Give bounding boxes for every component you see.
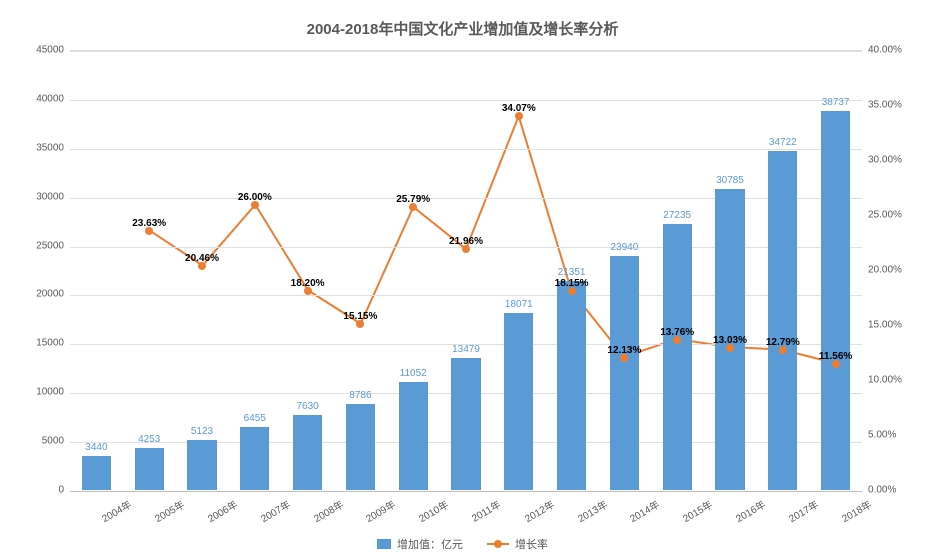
y-left-tick: 35000 [0, 142, 64, 153]
x-tick-label: 2009年 [363, 496, 398, 525]
line-value-label: 11.56% [819, 351, 852, 362]
bar-value-label: 18071 [505, 299, 533, 310]
line-value-label: 23.63% [132, 218, 166, 229]
bar [240, 427, 269, 490]
y-left-tick: 40000 [0, 93, 64, 104]
x-tick-label: 2018年 [838, 496, 873, 525]
line-value-label: 12.13% [607, 344, 641, 355]
y-left-tick: 15000 [0, 338, 64, 349]
bar [504, 313, 533, 490]
y-left-tick: 30000 [0, 191, 64, 202]
x-tick-label: 2004年 [99, 496, 134, 525]
bar-value-label: 30785 [716, 175, 744, 186]
bar [610, 256, 639, 490]
y-right-tick: 20.00% [868, 265, 902, 276]
chart-container: 2004-2018年中国文化产业增加值及增长率分析 3440 4253 5123 64… [0, 0, 925, 558]
legend-item-bar: 增加值：亿元 [377, 536, 463, 552]
y-right-tick: 0.00% [868, 485, 896, 496]
line-value-label: 25.79% [396, 194, 430, 205]
bar-value-label: 23940 [610, 242, 638, 253]
x-tick-label: 2015年 [680, 496, 715, 525]
bar [135, 448, 164, 490]
line-value-label: 34.07% [502, 103, 536, 114]
bar-value-label: 27235 [663, 210, 691, 221]
y-left-tick: 45000 [0, 45, 64, 56]
legend-swatch-line [487, 543, 509, 545]
line-value-label: 26.00% [238, 192, 272, 203]
bar [821, 111, 850, 490]
y-left-tick: 25000 [0, 240, 64, 251]
y-left-tick: 0 [0, 485, 64, 496]
legend-label-bar: 增加值：亿元 [397, 536, 463, 552]
x-tick-label: 2008年 [310, 496, 345, 525]
x-tick-label: 2011年 [468, 496, 503, 525]
legend-label-line: 增长率 [515, 536, 548, 552]
bar [187, 440, 216, 490]
y-right-tick: 25.00% [868, 210, 902, 221]
x-tick-label: 2005年 [152, 496, 187, 525]
bar-value-label: 4253 [138, 434, 160, 445]
line-value-label: 18.15% [555, 278, 589, 289]
legend: 增加值：亿元 增长率 [0, 536, 925, 552]
plot-area: 3440 4253 5123 6455 7630 8786 11052 13479 18071 2… [70, 50, 862, 490]
x-tick-label: 2016年 [732, 496, 767, 525]
bar-value-label: 38737 [822, 97, 850, 108]
bar [82, 456, 111, 490]
y-right-tick: 35.00% [868, 100, 902, 111]
x-tick-label: 2006年 [204, 496, 239, 525]
bar [451, 358, 480, 490]
bar [399, 382, 428, 490]
y-right-tick: 40.00% [868, 45, 902, 56]
bar [768, 151, 797, 491]
gridline [70, 51, 862, 52]
legend-swatch-bar [377, 539, 391, 549]
y-left-tick: 10000 [0, 387, 64, 398]
y-right-tick: 10.00% [868, 375, 902, 386]
line-value-label: 13.03% [713, 334, 747, 345]
bar-value-label: 5123 [191, 426, 213, 437]
bar [663, 224, 692, 490]
bar-value-label: 8786 [349, 390, 371, 401]
bar [293, 415, 322, 490]
line-value-label: 12.79% [766, 337, 800, 348]
line-value-label: 21.96% [449, 236, 483, 247]
y-right-tick: 15.00% [868, 320, 902, 331]
bar-value-label: 21351 [558, 267, 586, 278]
legend-item-line: 增长率 [487, 536, 548, 552]
y-right-tick: 5.00% [868, 430, 896, 441]
line-value-label: 18.20% [291, 278, 325, 289]
bar-value-label: 3440 [85, 442, 107, 453]
gridline [70, 100, 862, 101]
y-left-tick: 20000 [0, 289, 64, 300]
line-value-label: 20.46% [185, 253, 219, 264]
y-left-tick: 5000 [0, 436, 64, 447]
chart-title: 2004-2018年中国文化产业增加值及增长率分析 [0, 18, 925, 39]
bar [557, 281, 586, 490]
x-tick-label: 2007年 [257, 496, 292, 525]
x-tick-label: 2013年 [574, 496, 609, 525]
bar [346, 404, 375, 490]
bar-value-label: 7630 [296, 401, 318, 412]
x-tick-label: 2017年 [785, 496, 820, 525]
y-right-tick: 30.00% [868, 155, 902, 166]
x-tick-label: 2014年 [627, 496, 662, 525]
line-value-label: 13.76% [660, 326, 694, 337]
x-tick-label: 2012年 [521, 496, 556, 525]
line-value-label: 15.15% [343, 311, 377, 322]
x-tick-label: 2010年 [416, 496, 451, 525]
bar-value-label: 6455 [244, 413, 266, 424]
bar-value-label: 11052 [400, 368, 427, 379]
bar-value-label: 34722 [769, 137, 797, 148]
gridline [70, 149, 862, 150]
bar-value-label: 13479 [452, 344, 480, 355]
